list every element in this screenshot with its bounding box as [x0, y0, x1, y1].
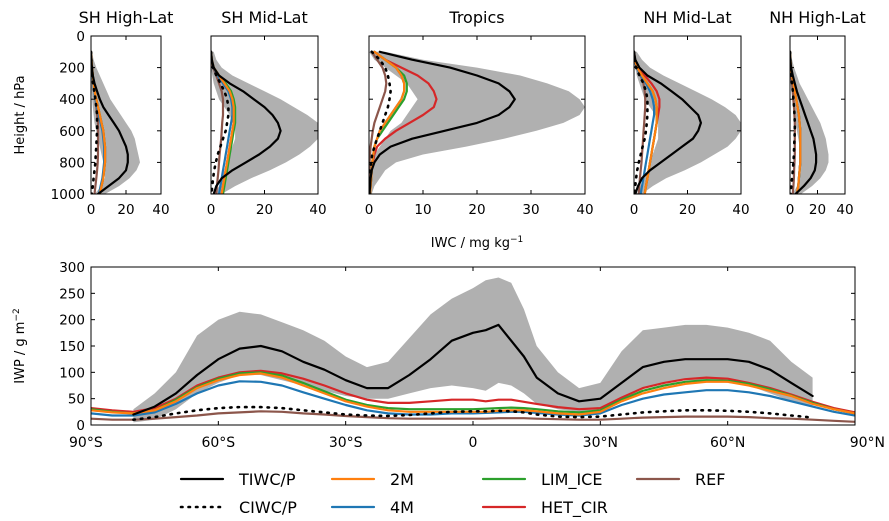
- x-tick-label: 40: [309, 202, 326, 218]
- legend-item-het-cir: HET_CIR: [483, 498, 608, 518]
- legend-label: LIM_ICE: [541, 470, 602, 490]
- x-tick-label: 60°S: [201, 435, 235, 451]
- panel-title: SH Mid-Lat: [221, 8, 307, 27]
- x-tick-label: 60°N: [710, 435, 745, 451]
- region-panel-nh-mid-lat: 0 20 40 NH Mid-Lat: [630, 8, 750, 218]
- legend-item-lim-ice: LIM_ICE: [483, 470, 602, 490]
- plot-area: [790, 52, 829, 194]
- x-tick-label: 20: [256, 202, 273, 218]
- plot-area: [369, 52, 585, 194]
- x-tick-label: 0: [469, 435, 478, 451]
- legend-label: TIWC/P: [238, 470, 296, 489]
- y-tick-label: 250: [59, 286, 85, 302]
- x-tick-label: 40: [836, 202, 853, 218]
- x-tick-label: 40: [576, 202, 593, 218]
- legend-item-2m: 2M: [332, 470, 414, 489]
- x-tick-label: 0: [207, 202, 216, 218]
- y-tick-label: 300: [59, 260, 85, 276]
- x-tick-label: 30°S: [329, 435, 363, 451]
- panel-title: Tropics: [448, 8, 504, 27]
- legend-label: 2M: [390, 470, 414, 489]
- legend: TIWC/P CIWC/P 2M 4M LIM_ICE HET_CIR REF: [181, 470, 725, 518]
- x-axis-label: IWC / mg kg−1: [431, 235, 524, 251]
- x-tick-label: 30: [522, 202, 539, 218]
- legend-label: 4M: [390, 498, 414, 517]
- region-panel-nh-high-lat: 0 20 40 NH High-Lat: [769, 8, 866, 218]
- y-tick-label: 800: [59, 155, 85, 171]
- y-tick-label: 100: [59, 365, 85, 381]
- panel-title: NH High-Lat: [769, 8, 866, 27]
- x-tick-label: 20: [809, 202, 826, 218]
- y-tick-label: 150: [59, 339, 85, 355]
- plot-area: [91, 52, 140, 194]
- y-tick-label: 200: [59, 61, 85, 77]
- y-axis-label: Height / hPa: [13, 75, 28, 154]
- legend-item-4m: 4M: [332, 498, 414, 517]
- x-tick-label: 90°S: [69, 435, 103, 451]
- iwp-panel: 0 50 100 150 200 250 300 90°S 60°S 30°S 0 30°N 60°N 9…: [12, 260, 885, 451]
- x-axis-label-superscript: −1: [510, 235, 523, 245]
- x-tick-label: 0: [786, 202, 795, 218]
- x-tick-label: 0: [87, 202, 96, 218]
- y-tick-label: 0: [76, 29, 85, 45]
- x-tick-label: 20: [117, 202, 134, 218]
- plot-area: [211, 52, 321, 194]
- y-axis-label: IWP / g m−2: [12, 308, 28, 384]
- x-tick-label: 30°N: [583, 435, 618, 451]
- plot-area: [634, 52, 741, 194]
- y-tick-label: 50: [68, 392, 85, 408]
- legend-label: CIWC/P: [239, 498, 297, 517]
- legend-item-ref: REF: [637, 470, 725, 489]
- y-axis-label-superscript: −2: [12, 308, 22, 321]
- legend-label: HET_CIR: [541, 498, 608, 518]
- y-tick-label: 600: [59, 124, 85, 140]
- y-tick-label: 400: [59, 92, 85, 108]
- y-tick-label: 1000: [51, 187, 85, 203]
- x-tick-label: 40: [152, 202, 169, 218]
- panel-title: NH Mid-Lat: [643, 8, 731, 27]
- x-tick-label: 40: [732, 202, 749, 218]
- x-tick-label: 0: [630, 202, 639, 218]
- region-panel-sh-mid-lat: 0 20 40 SH Mid-Lat: [207, 8, 327, 218]
- plot-area: [91, 278, 855, 423]
- legend-item-ciwc-p: CIWC/P: [181, 498, 297, 517]
- panel-title: SH High-Lat: [79, 8, 174, 27]
- x-tick-label: 0: [365, 202, 374, 218]
- x-tick-label: 90°N: [850, 435, 885, 451]
- spread-band: [634, 52, 741, 194]
- x-tick-label: 20: [468, 202, 485, 218]
- legend-label: REF: [695, 470, 725, 489]
- y-tick-label: 0: [76, 418, 85, 434]
- legend-item-tiwc-p: TIWC/P: [181, 470, 296, 489]
- x-tick-label: 20: [679, 202, 696, 218]
- y-tick-label: 200: [59, 313, 85, 329]
- region-panel-tropics: 0 10 20 30 40 Tropics: [365, 8, 594, 218]
- x-tick-label: 10: [414, 202, 431, 218]
